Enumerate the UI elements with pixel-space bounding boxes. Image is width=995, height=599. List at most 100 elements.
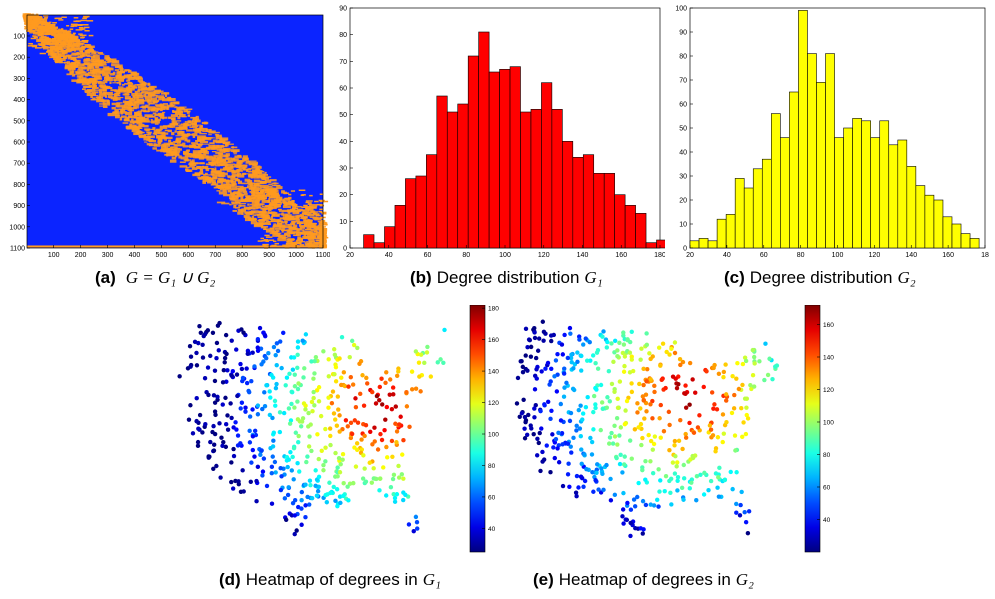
heatmap-cell bbox=[236, 161, 242, 165]
y-tick-label: 700 bbox=[13, 161, 25, 168]
graph-node bbox=[670, 460, 676, 465]
graph-node bbox=[397, 422, 402, 427]
graph-node bbox=[562, 366, 567, 371]
graph-node bbox=[381, 465, 386, 470]
graph-node bbox=[622, 354, 628, 359]
graph-node bbox=[234, 372, 240, 377]
graph-node bbox=[568, 410, 574, 416]
graph-node bbox=[327, 426, 333, 431]
graph-node bbox=[390, 476, 396, 482]
graph-node bbox=[288, 449, 293, 455]
graph-node bbox=[212, 368, 218, 373]
heatmap-cell bbox=[118, 87, 127, 91]
heatmap-cell bbox=[189, 160, 195, 164]
heatmap-cell bbox=[105, 87, 113, 89]
heatmap-cell bbox=[146, 115, 156, 118]
heatmap-cell bbox=[127, 69, 132, 73]
heatmap-cell bbox=[308, 240, 316, 243]
heatmap-cell bbox=[263, 239, 269, 242]
heatmap-cell bbox=[289, 215, 293, 218]
heatmap-cell bbox=[270, 215, 273, 219]
heatmap-cell bbox=[298, 189, 306, 192]
graph-node bbox=[345, 424, 350, 429]
heatmap-cell bbox=[250, 175, 253, 179]
heatmap-cell bbox=[191, 167, 198, 170]
caption-d-math: G₁ bbox=[422, 570, 441, 589]
graph-node bbox=[309, 495, 315, 501]
graph-node bbox=[377, 488, 382, 493]
histogram-bar bbox=[656, 239, 665, 249]
heatmap-cell bbox=[258, 223, 265, 226]
graph-node bbox=[618, 452, 623, 458]
heatmap-cell bbox=[227, 163, 235, 166]
graph-node bbox=[728, 469, 733, 475]
graph-node bbox=[535, 436, 540, 441]
heatmap-cell bbox=[152, 132, 157, 135]
heatmap-cell bbox=[258, 192, 266, 196]
graph-node bbox=[534, 376, 539, 381]
histogram-bar bbox=[888, 144, 899, 249]
heatmap-cell bbox=[257, 219, 264, 222]
heatmap-cell bbox=[77, 56, 83, 59]
x-tick-label: 1000 bbox=[288, 252, 304, 259]
graph-node bbox=[578, 433, 584, 439]
heatmap-cell bbox=[291, 228, 295, 230]
graph-node bbox=[579, 461, 584, 466]
histogram-bar bbox=[707, 240, 718, 249]
heatmap-cell bbox=[279, 234, 283, 238]
graph-node bbox=[525, 344, 530, 350]
heatmap-cell bbox=[218, 152, 226, 154]
heatmap-cell bbox=[153, 107, 159, 111]
heatmap-cell bbox=[42, 29, 50, 32]
heatmap-cell bbox=[28, 29, 33, 31]
graph-node bbox=[214, 356, 219, 361]
heatmap-cell bbox=[146, 92, 152, 95]
y-tick-label: 100 bbox=[675, 6, 687, 13]
heatmap-cell bbox=[83, 59, 89, 62]
graph-node bbox=[675, 474, 681, 480]
heatmap-cell bbox=[288, 193, 292, 196]
y-tick-label: 90 bbox=[339, 6, 347, 13]
heatmap-cell bbox=[191, 142, 198, 145]
graph-node bbox=[648, 438, 654, 444]
heatmap-cell bbox=[67, 67, 71, 71]
heatmap-cell bbox=[214, 167, 217, 170]
heatmap-cell bbox=[73, 65, 77, 67]
heatmap-cell bbox=[75, 71, 82, 75]
histogram-bar bbox=[825, 53, 835, 249]
heatmap-cell bbox=[304, 228, 312, 231]
heatmap-cell bbox=[229, 203, 232, 206]
heatmap-cell bbox=[282, 202, 290, 204]
heatmap-cell bbox=[218, 152, 224, 155]
heatmap-cell bbox=[219, 154, 229, 158]
caption-e-math: G₂ bbox=[735, 570, 754, 589]
graph-node bbox=[225, 413, 230, 418]
heatmap-cell bbox=[284, 197, 290, 200]
graph-node bbox=[303, 332, 309, 337]
graph-node bbox=[387, 392, 392, 397]
graph-node bbox=[378, 476, 383, 481]
graph-node bbox=[291, 355, 297, 360]
graph-node bbox=[629, 389, 635, 395]
graph-node bbox=[200, 342, 205, 348]
graph-node bbox=[392, 499, 398, 504]
heatmap-cell bbox=[146, 143, 153, 146]
graph-node bbox=[235, 433, 241, 438]
heatmap-cell bbox=[37, 19, 45, 22]
graph-node bbox=[567, 325, 573, 331]
heatmap-cell bbox=[315, 231, 321, 233]
graph-node bbox=[656, 467, 661, 472]
heatmap-cell bbox=[35, 33, 40, 35]
graph-node bbox=[206, 392, 211, 398]
graph-node bbox=[658, 363, 663, 368]
heatmap-cell bbox=[267, 223, 272, 225]
heatmap-cell bbox=[68, 39, 76, 41]
graph-node bbox=[651, 503, 657, 508]
heatmap-cell bbox=[198, 178, 203, 180]
graph-node bbox=[216, 348, 221, 353]
heatmap-cell bbox=[295, 233, 299, 236]
graph-node bbox=[543, 366, 548, 371]
heatmap-cell bbox=[125, 97, 134, 100]
heatmap-cell bbox=[55, 57, 61, 60]
heatmap-cell bbox=[248, 163, 258, 166]
